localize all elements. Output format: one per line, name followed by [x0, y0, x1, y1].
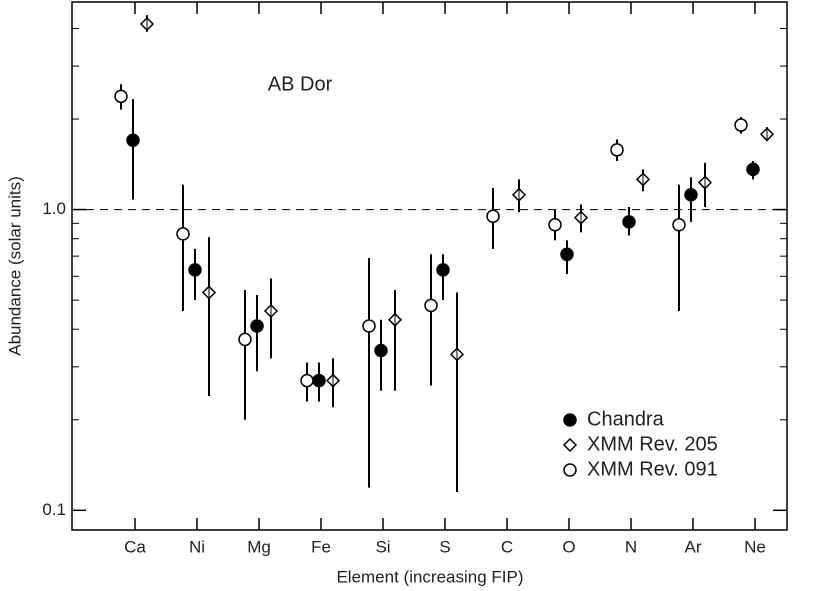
- x-tick-label: Si: [375, 537, 390, 556]
- y-axis-label: Abundance (solar units): [5, 176, 24, 356]
- x-tick-label: Fe: [311, 537, 331, 556]
- legend-label: XMM Rev. 205: [587, 433, 718, 455]
- open-marker: [672, 218, 686, 232]
- x-tick-label: N: [625, 537, 637, 556]
- open-marker: [114, 89, 128, 104]
- filled-marker: [312, 373, 326, 388]
- x-tick-label: Ni: [189, 537, 205, 556]
- x-tick-label: Ca: [124, 537, 146, 556]
- filled-marker: [126, 133, 140, 148]
- filled-marker: [436, 263, 450, 277]
- x-tick-label: Ar: [685, 537, 702, 556]
- filled-marker: [746, 162, 760, 177]
- annotation: AB Dor: [268, 73, 333, 95]
- filled-marker: [188, 263, 202, 277]
- x-tick-label: O: [562, 537, 575, 556]
- x-axis-label: Element (increasing FIP): [336, 567, 523, 586]
- filled-marker: [563, 413, 577, 427]
- x-tick-label: Mg: [247, 537, 271, 556]
- open-marker: [548, 218, 562, 232]
- filled-marker: [560, 247, 574, 262]
- open-marker: [610, 143, 624, 157]
- x-tick-label: C: [501, 537, 513, 556]
- y-tick-label: 1.0: [42, 199, 66, 218]
- open-marker: [563, 463, 577, 477]
- open-marker: [238, 332, 252, 347]
- x-tick-label: S: [439, 537, 450, 556]
- legend-label: Chandra: [587, 408, 665, 430]
- filled-marker: [622, 215, 636, 229]
- x-tick-label: Ne: [744, 537, 766, 556]
- open-marker: [300, 373, 314, 388]
- open-marker: [424, 298, 438, 313]
- open-marker: [486, 209, 500, 224]
- open-marker: [362, 319, 376, 333]
- y-tick-label: 0.1: [42, 500, 66, 519]
- legend-label: XMM Rev. 091: [587, 458, 718, 480]
- filled-marker: [374, 343, 388, 358]
- diamond-marker: [562, 437, 578, 453]
- filled-marker: [684, 188, 698, 202]
- open-marker: [176, 227, 190, 241]
- plot-frame: [71, 1, 788, 531]
- open-marker: [734, 118, 748, 132]
- filled-marker: [250, 319, 264, 333]
